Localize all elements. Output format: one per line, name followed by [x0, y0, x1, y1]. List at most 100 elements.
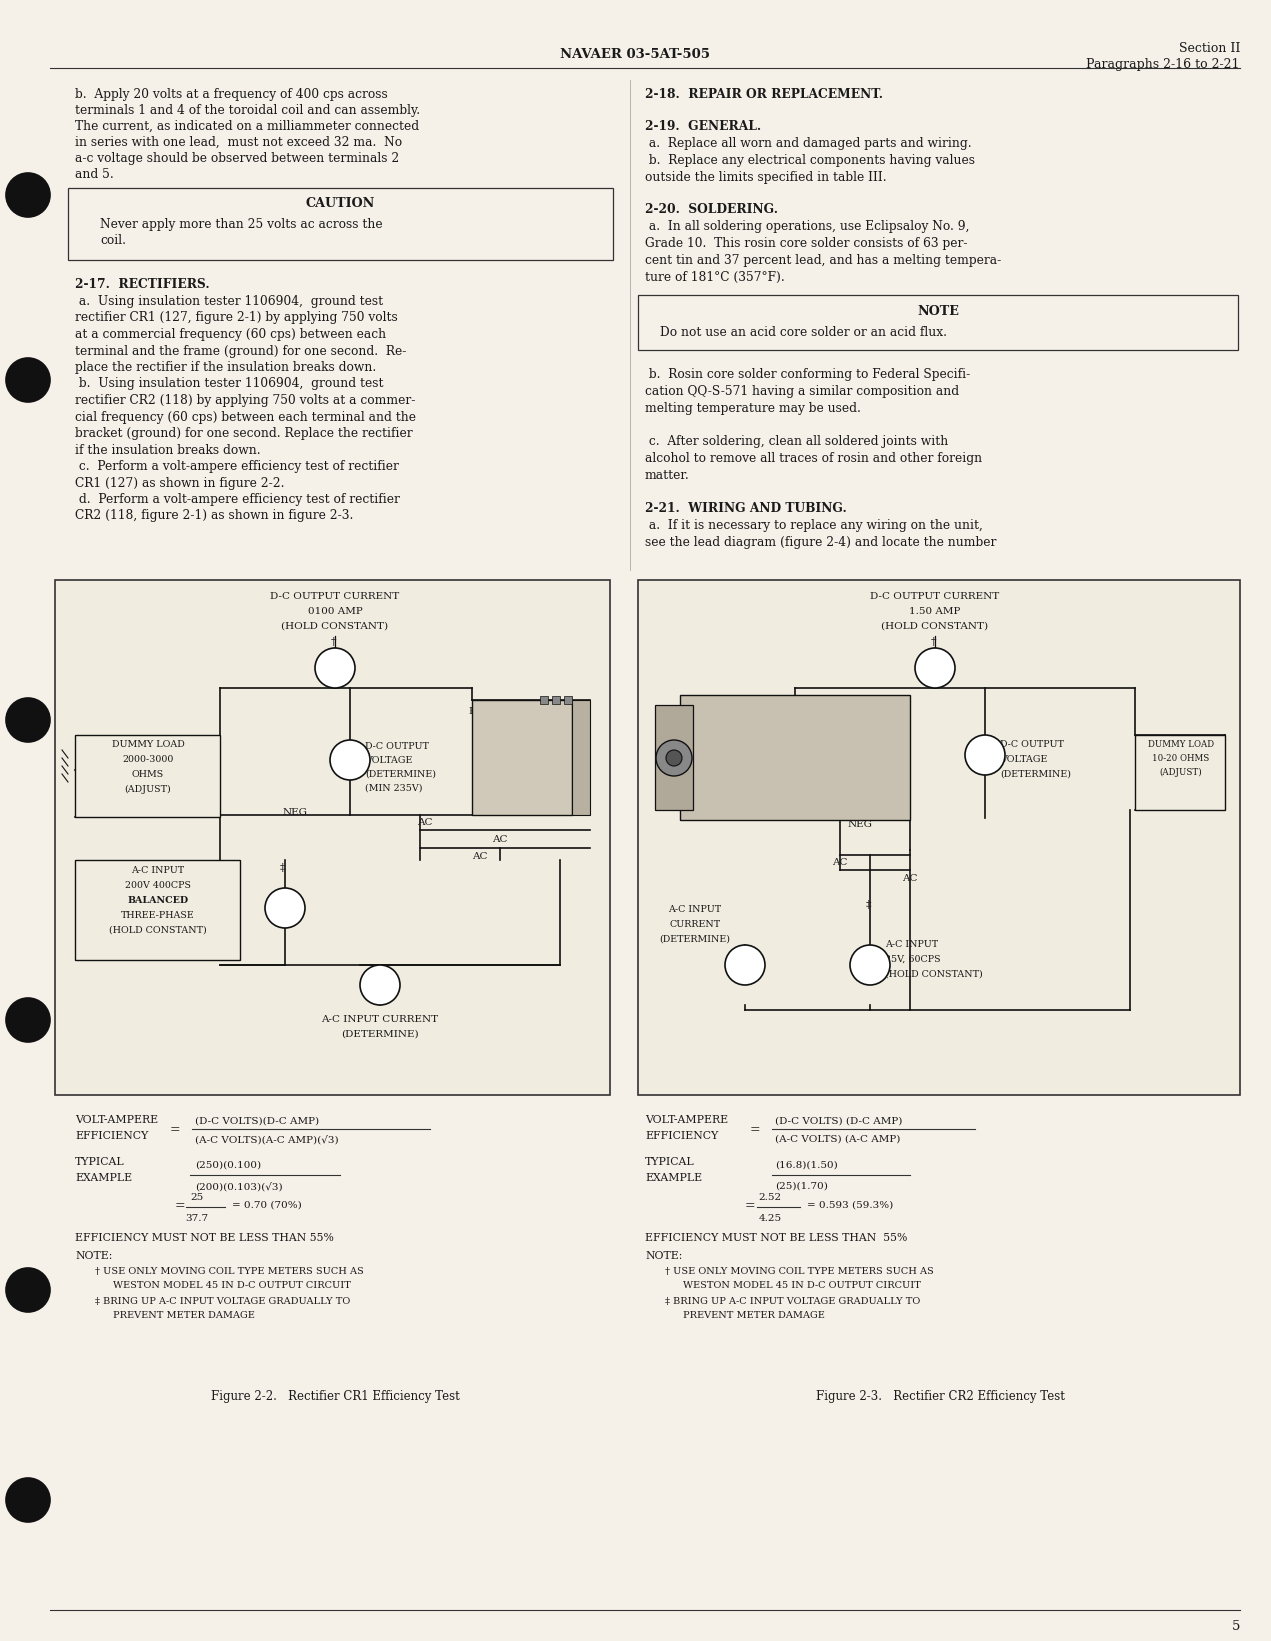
Text: BALANCED: BALANCED — [127, 896, 188, 904]
Text: AC: AC — [473, 852, 488, 862]
Text: (16.8)(1.50): (16.8)(1.50) — [775, 1160, 838, 1170]
Text: Do not use an acid core solder or an acid flux.: Do not use an acid core solder or an aci… — [660, 327, 947, 340]
Text: DUMMY LOAD: DUMMY LOAD — [112, 740, 184, 748]
Text: EFFICIENCY: EFFICIENCY — [644, 1131, 718, 1140]
Text: =: = — [175, 1200, 186, 1213]
Text: terminals 1 and 4 of the toroidal coil and can assembly.: terminals 1 and 4 of the toroidal coil a… — [75, 103, 421, 117]
Text: †: † — [330, 637, 336, 647]
Bar — [75, 860, 240, 960]
Text: 2-18.  REPAIR OR REPLACEMENT.: 2-18. REPAIR OR REPLACEMENT. — [644, 89, 883, 102]
Text: ‡: ‡ — [280, 863, 286, 873]
Text: (ADJUST): (ADJUST) — [1159, 768, 1202, 778]
Text: ‡ BRING UP A-C INPUT VOLTAGE GRADUALLY TO: ‡ BRING UP A-C INPUT VOLTAGE GRADUALLY T… — [95, 1296, 351, 1306]
Text: †: † — [930, 637, 935, 647]
Circle shape — [6, 172, 50, 217]
Bar — [540, 696, 548, 704]
Circle shape — [264, 888, 305, 929]
Text: coil.: coil. — [100, 235, 126, 248]
Text: A: A — [330, 661, 339, 674]
Text: 37.7: 37.7 — [186, 1214, 208, 1223]
Bar — [655, 706, 693, 811]
Text: Section II: Section II — [1178, 43, 1240, 56]
Text: A-C INPUT CURRENT: A-C INPUT CURRENT — [322, 1016, 438, 1024]
Text: matter.: matter. — [644, 469, 690, 482]
Text: (DETERMINE): (DETERMINE) — [1000, 770, 1071, 779]
Text: D-C OUTPUT CURRENT: D-C OUTPUT CURRENT — [271, 592, 399, 601]
Text: b.  Apply 20 volts at a frequency of 400 cps across: b. Apply 20 volts at a frequency of 400 … — [75, 89, 388, 102]
Text: =: = — [170, 1122, 180, 1136]
Text: VOLTAGE: VOLTAGE — [365, 757, 412, 765]
Text: =: = — [750, 1122, 760, 1136]
Text: The current, as indicated on a milliammeter connected: The current, as indicated on a milliamme… — [75, 120, 419, 133]
Text: AC: AC — [902, 875, 918, 883]
Bar — [638, 295, 1238, 350]
Text: a.  Replace all worn and damaged parts and wiring.: a. Replace all worn and damaged parts an… — [644, 136, 971, 149]
Text: A: A — [930, 661, 939, 674]
Text: (A-C VOLTS) (A-C AMP): (A-C VOLTS) (A-C AMP) — [775, 1136, 900, 1144]
Text: (DETERMINE): (DETERMINE) — [341, 1031, 419, 1039]
Text: (D-C VOLTS)(D-C AMP): (D-C VOLTS)(D-C AMP) — [194, 1118, 319, 1126]
Text: 2000-3000: 2000-3000 — [122, 755, 174, 765]
Text: AC: AC — [492, 835, 507, 843]
Text: 2-20.  SOLDERING.: 2-20. SOLDERING. — [644, 203, 778, 217]
Text: 200V 400CPS: 200V 400CPS — [125, 881, 191, 889]
Text: A: A — [375, 978, 385, 991]
Text: (A-C VOLTS)(A-C AMP)(√3): (A-C VOLTS)(A-C AMP)(√3) — [194, 1136, 338, 1144]
Text: CR1 (127) as shown in figure 2-2.: CR1 (127) as shown in figure 2-2. — [75, 476, 285, 489]
Text: (HOLD CONSTANT): (HOLD CONSTANT) — [881, 622, 989, 632]
Text: CAUTION: CAUTION — [305, 197, 375, 210]
Circle shape — [6, 1479, 50, 1521]
Text: EFFICIENCY: EFFICIENCY — [75, 1131, 149, 1140]
Text: NOTE:: NOTE: — [75, 1250, 112, 1260]
Bar — [572, 701, 590, 816]
Bar — [55, 579, 610, 1095]
Bar — [638, 579, 1240, 1095]
Text: EFFICIENCY MUST NOT BE LESS THAN 55%: EFFICIENCY MUST NOT BE LESS THAN 55% — [75, 1232, 334, 1242]
Text: b.  Replace any electrical components having values: b. Replace any electrical components hav… — [644, 154, 975, 167]
Text: VOLT-AMPERE: VOLT-AMPERE — [644, 1114, 728, 1126]
Text: if the insulation breaks down.: if the insulation breaks down. — [75, 443, 261, 456]
Text: EXAMPLE: EXAMPLE — [644, 1173, 702, 1183]
Text: rectifier CR1 (127, figure 2-1) by applying 750 volts: rectifier CR1 (127, figure 2-1) by apply… — [75, 312, 398, 325]
Text: † USE ONLY MOVING COIL TYPE METERS SUCH AS: † USE ONLY MOVING COIL TYPE METERS SUCH … — [95, 1267, 364, 1277]
Text: NOTE:: NOTE: — [644, 1250, 683, 1260]
Text: V: V — [866, 958, 874, 971]
Circle shape — [666, 750, 683, 766]
Text: 2-21.  WIRING AND TUBING.: 2-21. WIRING AND TUBING. — [644, 502, 846, 515]
Text: TYPICAL: TYPICAL — [75, 1157, 125, 1167]
Text: 25V, 60CPS: 25V, 60CPS — [885, 955, 941, 963]
Text: † USE ONLY MOVING COIL TYPE METERS SUCH AS: † USE ONLY MOVING COIL TYPE METERS SUCH … — [665, 1267, 934, 1277]
Text: (250)(0.100): (250)(0.100) — [194, 1160, 261, 1170]
Text: CR2 (118, figure 2-1) as shown in figure 2-3.: CR2 (118, figure 2-1) as shown in figure… — [75, 509, 353, 522]
Circle shape — [6, 697, 50, 742]
Text: a.  Using insulation tester 1106904,  ground test: a. Using insulation tester 1106904, grou… — [75, 295, 383, 309]
Text: AC: AC — [833, 858, 848, 866]
Text: D-C OUTPUT: D-C OUTPUT — [1000, 740, 1064, 748]
Text: ‡: ‡ — [867, 899, 872, 911]
Text: (DETERMINE): (DETERMINE) — [365, 770, 436, 779]
Text: V: V — [346, 753, 355, 766]
Text: place the rectifier if the insulation breaks down.: place the rectifier if the insulation br… — [75, 361, 376, 374]
Text: EFFICIENCY MUST NOT BE LESS THAN  55%: EFFICIENCY MUST NOT BE LESS THAN 55% — [644, 1232, 907, 1242]
Text: 10-20 OHMS: 10-20 OHMS — [1153, 753, 1210, 763]
Text: Paragraphs 2-16 to 2-21: Paragraphs 2-16 to 2-21 — [1087, 57, 1240, 71]
Text: 4.25: 4.25 — [759, 1214, 782, 1223]
Text: = 0.593 (59.3%): = 0.593 (59.3%) — [807, 1201, 894, 1209]
Text: NOTE: NOTE — [918, 305, 958, 318]
Text: Figure 2-3.   Rectifier CR2 Efficiency Test: Figure 2-3. Rectifier CR2 Efficiency Tes… — [816, 1390, 1064, 1403]
Text: A-C INPUT: A-C INPUT — [885, 940, 938, 948]
Text: 5: 5 — [1232, 1620, 1240, 1633]
Text: PREVENT METER DAMAGE: PREVENT METER DAMAGE — [683, 1311, 825, 1319]
Text: (ADJUST): (ADJUST) — [125, 784, 172, 794]
Text: V: V — [980, 748, 990, 761]
Text: at a commercial frequency (60 cps) between each: at a commercial frequency (60 cps) betwe… — [75, 328, 386, 341]
Text: (25)(1.70): (25)(1.70) — [775, 1182, 827, 1191]
Text: 25: 25 — [191, 1193, 203, 1201]
Text: a.  In all soldering operations, use Eclipsaloy No. 9,: a. In all soldering operations, use Ecli… — [644, 220, 970, 233]
Text: A-C INPUT: A-C INPUT — [131, 866, 184, 875]
Text: WESTON MODEL 45 IN D-C OUTPUT CIRCUIT: WESTON MODEL 45 IN D-C OUTPUT CIRCUIT — [683, 1282, 921, 1290]
Text: TYPICAL: TYPICAL — [644, 1157, 695, 1167]
Text: VOLT-AMPERE: VOLT-AMPERE — [75, 1114, 158, 1126]
Bar — [564, 696, 572, 704]
Text: CURRENT: CURRENT — [670, 921, 721, 929]
